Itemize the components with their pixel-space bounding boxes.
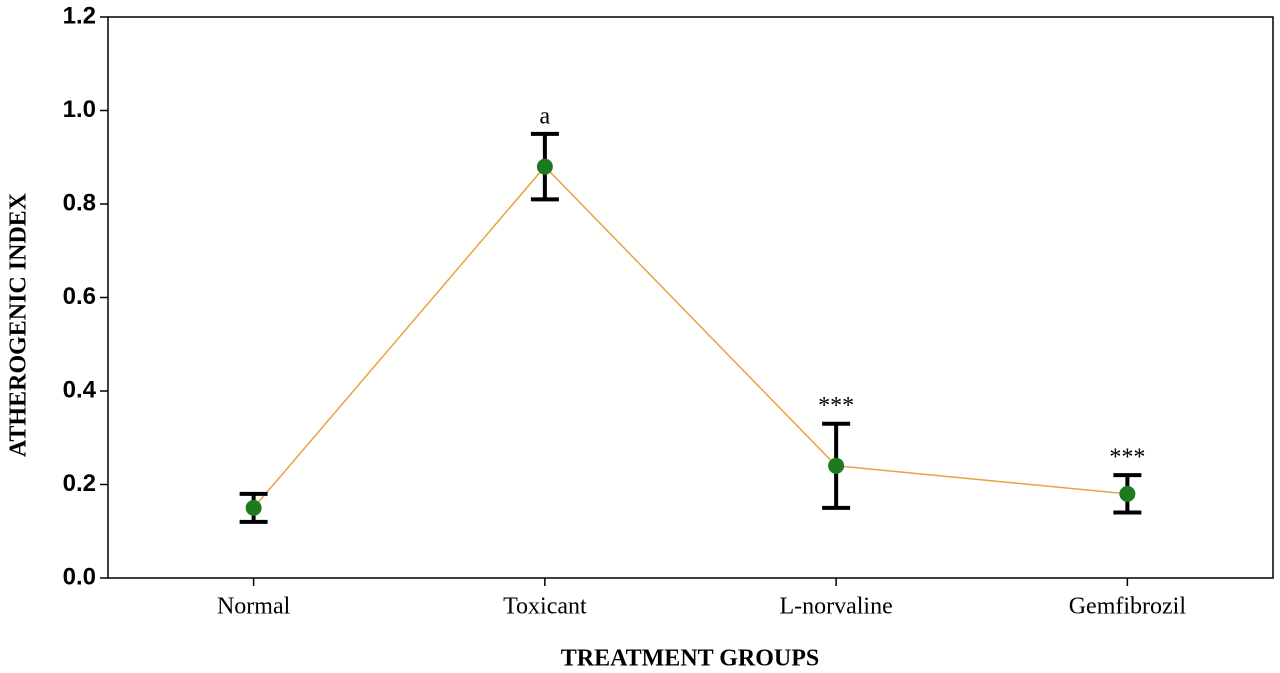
x-tick-label: Toxicant <box>503 594 587 620</box>
point <box>828 457 845 474</box>
point <box>536 158 553 175</box>
y-axis-title: ATHEROGENIC INDEX <box>6 192 32 457</box>
x-axis-title: TREATMENT GROUPS <box>561 646 819 672</box>
annotation: *** <box>1109 445 1145 471</box>
series-line <box>253 165 1128 509</box>
annotation: a <box>540 103 551 129</box>
y-tick-label: 0.8 <box>63 189 96 216</box>
y-tick-label: 0.2 <box>63 470 96 497</box>
x-tick-label: L-norvaline <box>779 594 892 620</box>
y-tick-label: 0.0 <box>63 563 96 590</box>
point <box>1119 485 1136 502</box>
y-tick-label: 1.0 <box>63 96 96 123</box>
x-tick-label: Gemfibrozil <box>1069 594 1187 620</box>
point <box>245 499 262 516</box>
annotation: *** <box>818 393 854 419</box>
y-tick-label: 1.2 <box>63 2 96 29</box>
plot-frame <box>107 16 1274 579</box>
x-tick-label: Normal <box>217 594 291 620</box>
y-tick-label: 0.4 <box>63 376 97 403</box>
y-tick-label: 0.6 <box>63 283 96 310</box>
